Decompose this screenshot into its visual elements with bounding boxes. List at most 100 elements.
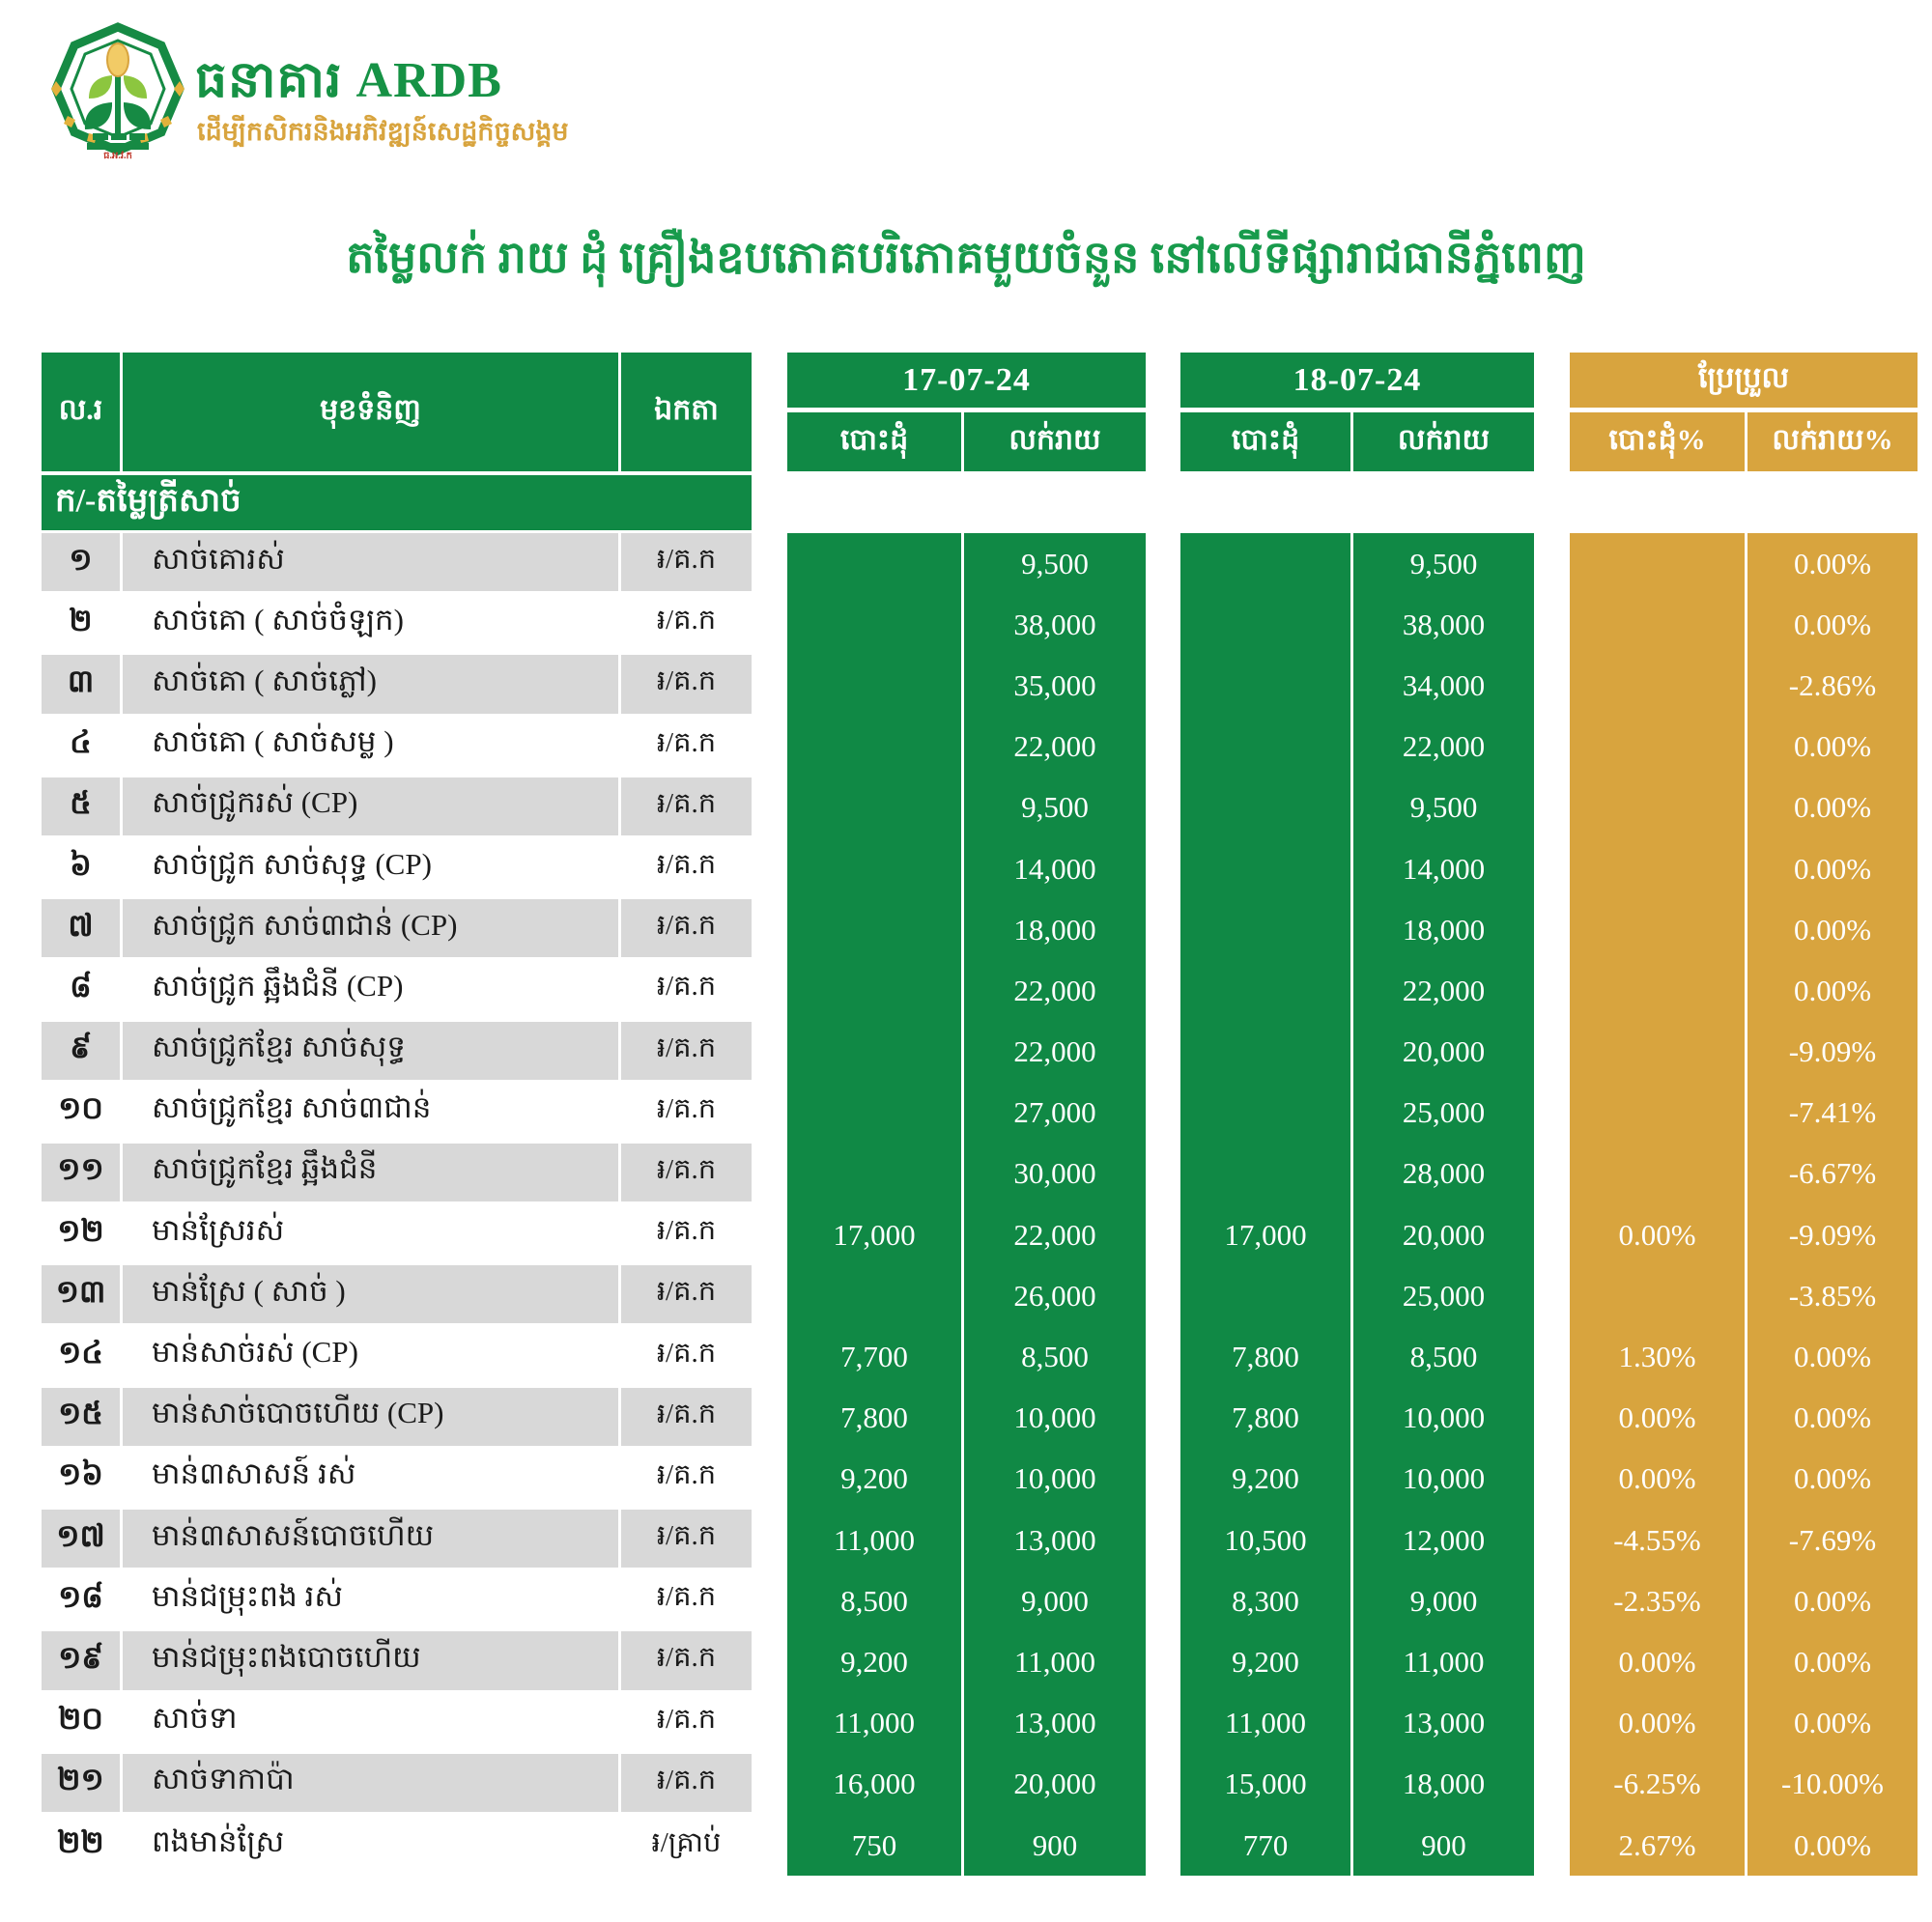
change-wholesale-pct <box>1570 716 1745 777</box>
col-header-product: មុខទំនិញ <box>123 353 618 471</box>
price-day2-wholesale <box>1180 1021 1350 1083</box>
product-name: មាន់ស្រែរស់ <box>123 1204 618 1266</box>
price-day1-wholesale <box>787 533 961 595</box>
price-day1-retail: 35,000 <box>964 655 1146 717</box>
ardb-logo-icon: ធ.អ.វ.ក <box>51 22 185 161</box>
price-day2-wholesale <box>1180 777 1350 838</box>
row-number: ២២ <box>42 1814 120 1877</box>
price-day2-wholesale: 9,200 <box>1180 1448 1350 1510</box>
row-number: ១៦ <box>42 1448 120 1510</box>
row-number: ៦ <box>42 837 120 900</box>
change-retail-pct: 0.00% <box>1747 1631 1918 1693</box>
change-wholesale-pct: 1.30% <box>1570 1326 1745 1388</box>
product-name: សាច់គោ ( សាច់ចំឡក) <box>123 594 618 656</box>
row-number: ៧ <box>42 899 120 961</box>
price-day2-retail: 18,000 <box>1353 1753 1534 1815</box>
product-name: មាន់៣សាសន៍ រស់ <box>123 1448 618 1510</box>
price-day2-retail: 11,000 <box>1353 1631 1534 1693</box>
unit-label: ៛/គ.ក <box>621 1570 752 1632</box>
change-wholesale-pct <box>1570 899 1745 961</box>
price-day1-wholesale: 9,200 <box>787 1631 961 1693</box>
unit-label: ៛/គ.ក <box>621 1448 752 1510</box>
product-name: សាច់ជ្រូកខ្មែរ សាច់សុទ្ធ <box>123 1021 618 1083</box>
product-name: សាច់ទាកាប៉ា <box>123 1753 618 1815</box>
change-retail-pct: -2.86% <box>1747 655 1918 717</box>
price-day2-wholesale: 8,300 <box>1180 1570 1350 1632</box>
unit-label: ៛/គ.ក <box>621 1082 752 1144</box>
price-day2-retail: 13,000 <box>1353 1692 1534 1754</box>
price-day2-retail: 22,000 <box>1353 960 1534 1022</box>
price-day2-wholesale <box>1180 533 1350 595</box>
price-day2-wholesale <box>1180 594 1350 656</box>
product-name: សាច់គោ ( សាច់ភ្លៅ) <box>123 655 618 717</box>
price-day1-retail: 10,000 <box>964 1387 1146 1449</box>
unit-label: ៛/គ.ក <box>621 960 752 1022</box>
price-day2-wholesale <box>1180 655 1350 717</box>
product-name: សាច់ជ្រូកខ្មែរ សាច់៣ជាន់ <box>123 1082 618 1144</box>
product-name: មាន់ស្រែ ( សាច់ ) <box>123 1265 618 1327</box>
price-day2-wholesale <box>1180 960 1350 1022</box>
price-day1-wholesale <box>787 960 961 1022</box>
row-number: ៨ <box>42 960 120 1022</box>
row-number: ៤ <box>42 716 120 777</box>
change-wholesale-pct: -4.55% <box>1570 1510 1745 1571</box>
price-day1-retail: 9,000 <box>964 1570 1146 1632</box>
price-day2-retail: 9,000 <box>1353 1570 1534 1632</box>
price-day1-wholesale: 11,000 <box>787 1692 961 1754</box>
change-wholesale-pct <box>1570 1143 1745 1205</box>
change-wholesale-pct: 0.00% <box>1570 1631 1745 1693</box>
price-day2-wholesale: 10,500 <box>1180 1510 1350 1571</box>
price-table: ល.រ មុខទំនិញ ឯកតា 17-07-24 18-07-24 ប្រែ… <box>42 353 1918 1877</box>
change-retail-pct: 0.00% <box>1747 1692 1918 1754</box>
price-day1-wholesale <box>787 594 961 656</box>
unit-label: ៛/គ.ក <box>621 1692 752 1754</box>
price-day1-retail: 27,000 <box>964 1082 1146 1144</box>
col-header-no: ល.រ <box>42 353 120 471</box>
price-day1-retail: 9,500 <box>964 533 1146 595</box>
change-wholesale-pct: 0.00% <box>1570 1204 1745 1266</box>
price-day1-retail: 9,500 <box>964 777 1146 838</box>
product-name: សាច់ទា <box>123 1692 618 1754</box>
product-name: ពងមាន់ស្រែ <box>123 1814 618 1877</box>
unit-label: ៛/គ.ក <box>621 655 752 717</box>
price-day2-wholesale <box>1180 1265 1350 1327</box>
change-retail-pct: -7.41% <box>1747 1082 1918 1144</box>
row-number: ១២ <box>42 1204 120 1266</box>
product-name: សាច់ជ្រូក សាច់៣ជាន់ (CP) <box>123 899 618 961</box>
change-retail-pct: -6.67% <box>1747 1143 1918 1205</box>
price-day1-wholesale: 11,000 <box>787 1510 961 1571</box>
price-day2-wholesale: 15,000 <box>1180 1753 1350 1815</box>
price-day1-wholesale <box>787 1082 961 1144</box>
price-day1-wholesale <box>787 899 961 961</box>
price-day1-retail: 38,000 <box>964 594 1146 656</box>
unit-label: ៛/គ.ក <box>621 1204 752 1266</box>
row-number: ៣ <box>42 655 120 717</box>
price-day1-retail: 14,000 <box>964 837 1146 900</box>
unit-label: ៛/គ.ក <box>621 1753 752 1815</box>
change-wholesale-pct <box>1570 837 1745 900</box>
price-day1-wholesale <box>787 1265 961 1327</box>
row-number: ៩ <box>42 1021 120 1083</box>
unit-label: ៛/គ.ក <box>621 899 752 961</box>
col-header-wholesale-2: បោះដុំ <box>1180 412 1350 471</box>
unit-label: ៛/គ.ក <box>621 1387 752 1449</box>
unit-label: ៛/គ.ក <box>621 1265 752 1327</box>
price-day2-wholesale: 11,000 <box>1180 1692 1350 1754</box>
price-day2-retail: 18,000 <box>1353 899 1534 961</box>
col-header-retail-1: លក់រាយ <box>964 412 1146 471</box>
change-wholesale-pct: 0.00% <box>1570 1692 1745 1754</box>
col-header-retail-2: លក់រាយ <box>1353 412 1534 471</box>
price-day1-retail: 22,000 <box>964 1021 1146 1083</box>
row-number: ១៧ <box>42 1510 120 1571</box>
row-number: ១៤ <box>42 1326 120 1388</box>
price-day1-wholesale: 9,200 <box>787 1448 961 1510</box>
price-day1-wholesale <box>787 837 961 900</box>
unit-label: ៛/គ.ក <box>621 716 752 777</box>
price-day2-retail: 900 <box>1353 1814 1534 1877</box>
change-wholesale-pct <box>1570 655 1745 717</box>
change-retail-pct: 0.00% <box>1747 594 1918 656</box>
change-wholesale-pct <box>1570 777 1745 838</box>
row-number: ១៣ <box>42 1265 120 1327</box>
price-day1-retail: 30,000 <box>964 1143 1146 1205</box>
change-wholesale-pct: 0.00% <box>1570 1387 1745 1449</box>
